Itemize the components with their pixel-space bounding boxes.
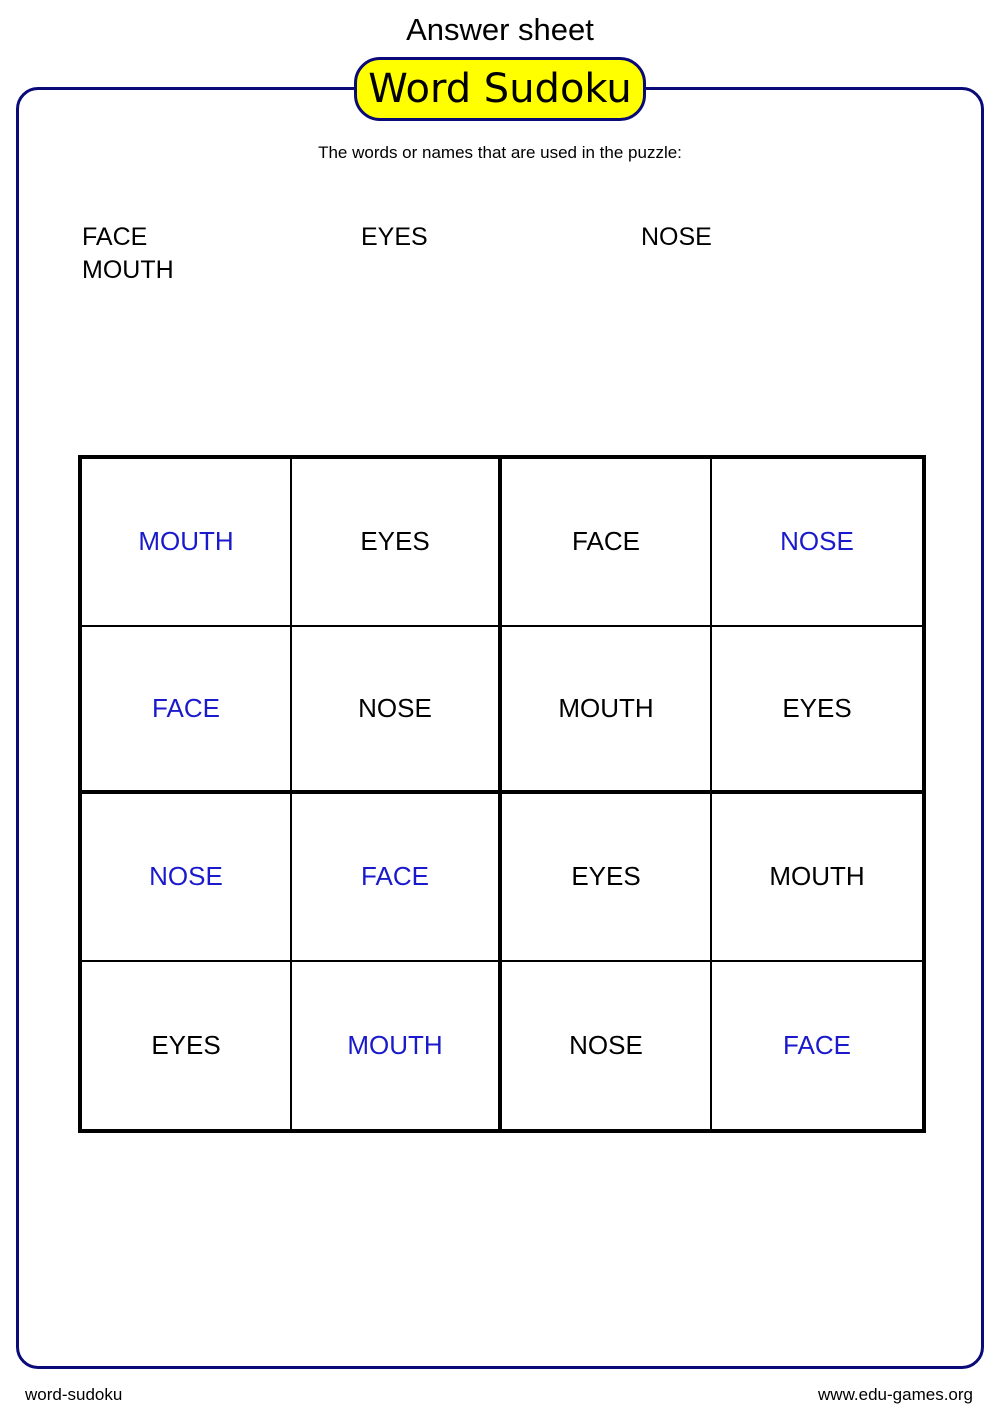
- grid-cell: FACE: [502, 459, 712, 627]
- sheet-title: Answer sheet: [406, 12, 594, 47]
- footer-left: word-sudoku: [25, 1385, 123, 1404]
- grid-cell: NOSE: [82, 794, 292, 962]
- grid-cell: EYES: [292, 459, 502, 627]
- grid-cell: MOUTH: [292, 961, 502, 1129]
- title-badge: Word Sudoku: [354, 57, 646, 121]
- grid-cell: FACE: [82, 626, 292, 794]
- sudoku-grid: MOUTH EYES FACE NOSE FACE NOSE MOUTH EYES NOSE FA…: [78, 455, 926, 1133]
- word-list-item: FACE: [82, 223, 148, 251]
- grid-cell: NOSE: [502, 961, 712, 1129]
- word-list-item: MOUTH: [82, 256, 174, 284]
- footer-right: www.edu-games.org: [818, 1385, 973, 1404]
- word-list-item: EYES: [361, 223, 428, 251]
- grid-cell: EYES: [712, 627, 922, 794]
- grid-cell: NOSE: [292, 626, 502, 794]
- grid-cell: EYES: [82, 961, 292, 1129]
- word-list-item: NOSE: [641, 223, 712, 251]
- word-list-heading: The words or names that are used in the …: [318, 143, 682, 162]
- grid-cell: FACE: [783, 1029, 851, 1060]
- grid-cell: MOUTH: [502, 626, 712, 794]
- grid-cell: MOUTH: [82, 459, 292, 627]
- grid-cell: FACE: [292, 794, 502, 962]
- grid-cell: EYES: [502, 794, 712, 962]
- grid-cell: MOUTH: [712, 794, 922, 962]
- grid-cell: NOSE: [712, 459, 922, 627]
